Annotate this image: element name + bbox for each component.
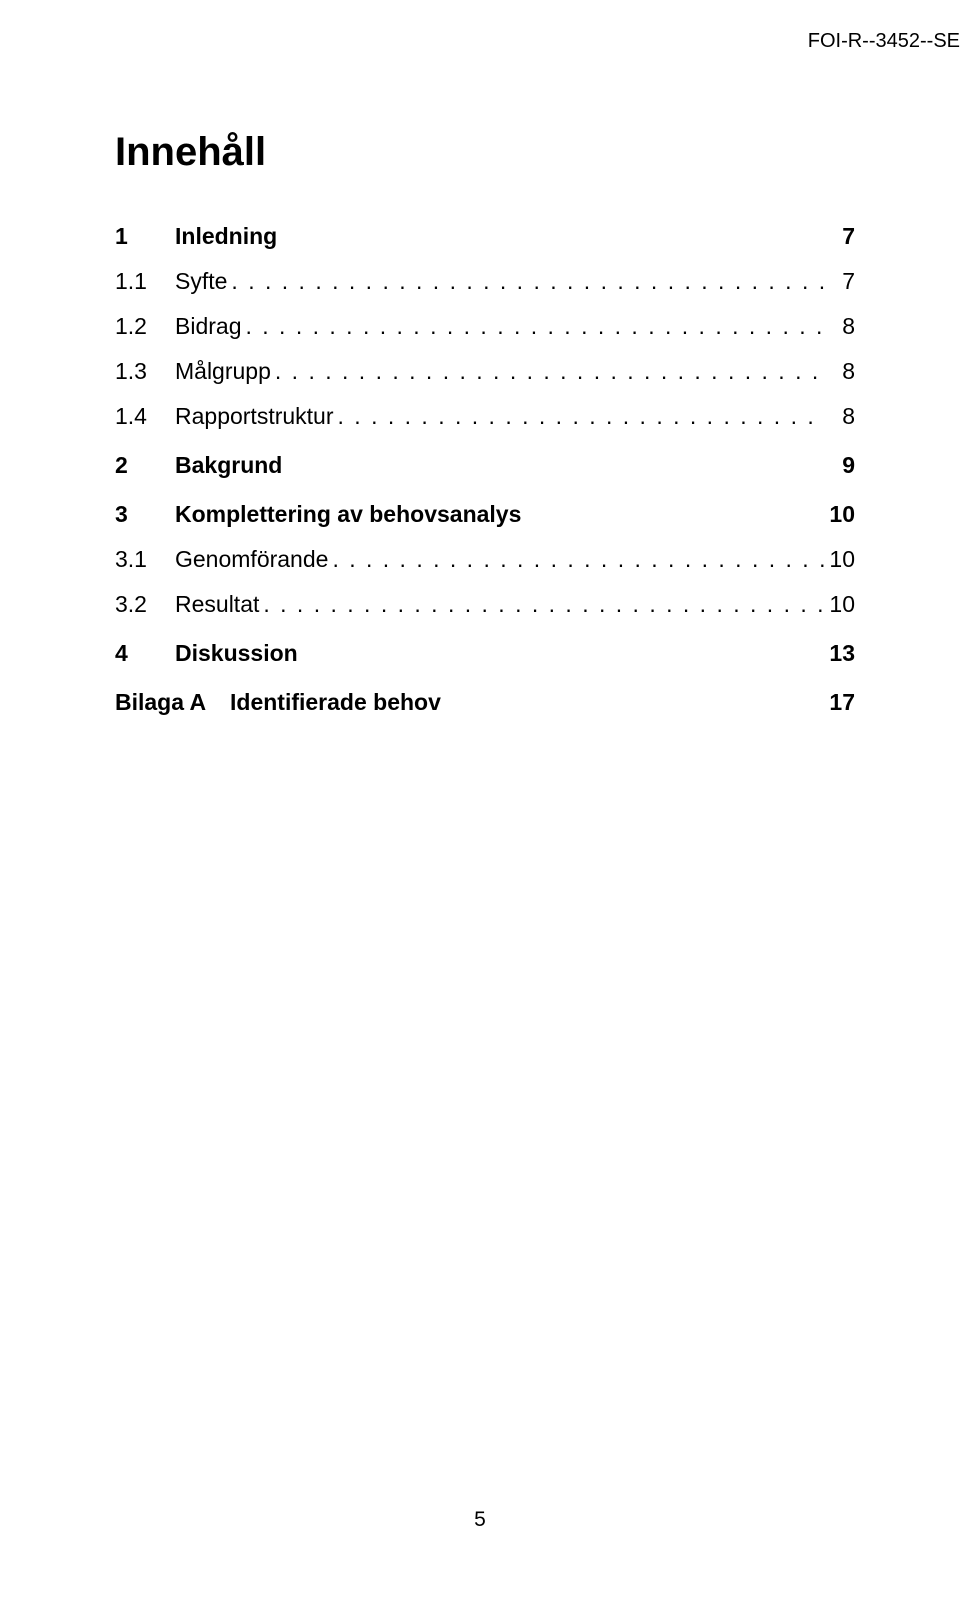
toc-entry-page: 17	[825, 689, 855, 716]
toc-title: Innehåll	[115, 130, 855, 175]
toc-entry-label: Målgrupp	[175, 358, 271, 385]
toc-entry: 1.3Målgrupp. . . . . . . . . . . . . . .…	[115, 358, 855, 385]
toc-entry-label: Bidrag	[175, 313, 241, 340]
toc-entry-page: 10	[825, 591, 855, 618]
toc-entry-number: 4	[115, 640, 175, 667]
toc-entry: 1.2Bidrag. . . . . . . . . . . . . . . .…	[115, 313, 855, 340]
document-id: FOI-R--3452--SE	[808, 30, 960, 52]
toc-entry: 3.1Genomförande. . . . . . . . . . . . .…	[115, 546, 855, 573]
toc-entry-number: 1	[115, 223, 175, 250]
toc-entry-label: Resultat	[175, 591, 259, 618]
toc-entry-number: 3	[115, 501, 175, 528]
toc-entry: 3.2Resultat. . . . . . . . . . . . . . .…	[115, 591, 855, 618]
toc-entry-number: 2	[115, 452, 175, 479]
toc-entry-page: 7	[825, 223, 855, 250]
toc-entry: 1.1Syfte. . . . . . . . . . . . . . . . …	[115, 268, 855, 295]
toc-entry-number: 3.2	[115, 591, 175, 618]
toc-entry-number: 1.3	[115, 358, 175, 385]
toc-entry-page: 8	[825, 358, 855, 385]
toc-entry-leader: . . . . . . . . . . . . . . . . . . . . …	[241, 313, 825, 340]
toc-entry-number: 3.1	[115, 546, 175, 573]
toc-entry-number: 1.4	[115, 403, 175, 430]
toc-entry-label: Rapportstruktur	[175, 403, 334, 430]
page-number: 5	[0, 1508, 960, 1532]
toc-entry-page: 9	[825, 452, 855, 479]
toc-entry-label: Identifierade behov	[230, 689, 441, 716]
toc-entry-page: 8	[825, 403, 855, 430]
toc-entry-leader: . . . . . . . . . . . . . . . . . . . . …	[227, 268, 825, 295]
toc-list: 1Inledning71.1Syfte. . . . . . . . . . .…	[115, 223, 855, 716]
toc-entry-leader: . . . . . . . . . . . . . . . . . . . . …	[259, 591, 825, 618]
toc-entry-label: Bakgrund	[175, 452, 282, 479]
toc-entry: Bilaga AIdentifierade behov 17	[115, 689, 855, 716]
toc-entry: 3Komplettering av behovsanalys 10	[115, 501, 855, 528]
toc-entry-label: Inledning	[175, 223, 277, 250]
toc-entry-leader: . . . . . . . . . . . . . . . . . . . . …	[328, 546, 825, 573]
toc-entry-leader: . . . . . . . . . . . . . . . . . . . . …	[271, 358, 825, 385]
toc-entry-page: 13	[825, 640, 855, 667]
toc-entry: 1.4Rapportstruktur. . . . . . . . . . . …	[115, 403, 855, 430]
toc-entry-number: 1.2	[115, 313, 175, 340]
toc-entry-page: 10	[825, 501, 855, 528]
toc-entry-number: Bilaga A	[115, 689, 230, 716]
toc-entry-page: 10	[825, 546, 855, 573]
toc-entry-page: 8	[825, 313, 855, 340]
toc-entry-number: 1.1	[115, 268, 175, 295]
toc-entry: 1Inledning 7	[115, 223, 855, 250]
toc-entry: 4Diskussion 13	[115, 640, 855, 667]
toc-entry-page: 7	[825, 268, 855, 295]
toc-entry-label: Syfte	[175, 268, 227, 295]
toc-entry-label: Genomförande	[175, 546, 328, 573]
document-id-header: FOI-R--3452--SE	[808, 30, 960, 53]
toc-entry-label: Diskussion	[175, 640, 298, 667]
toc-entry-label: Komplettering av behovsanalys	[175, 501, 521, 528]
toc-entry-leader: . . . . . . . . . . . . . . . . . . . . …	[334, 403, 825, 430]
toc-entry: 2Bakgrund 9	[115, 452, 855, 479]
page-content: Innehåll 1Inledning71.1Syfte. . . . . . …	[115, 130, 855, 734]
